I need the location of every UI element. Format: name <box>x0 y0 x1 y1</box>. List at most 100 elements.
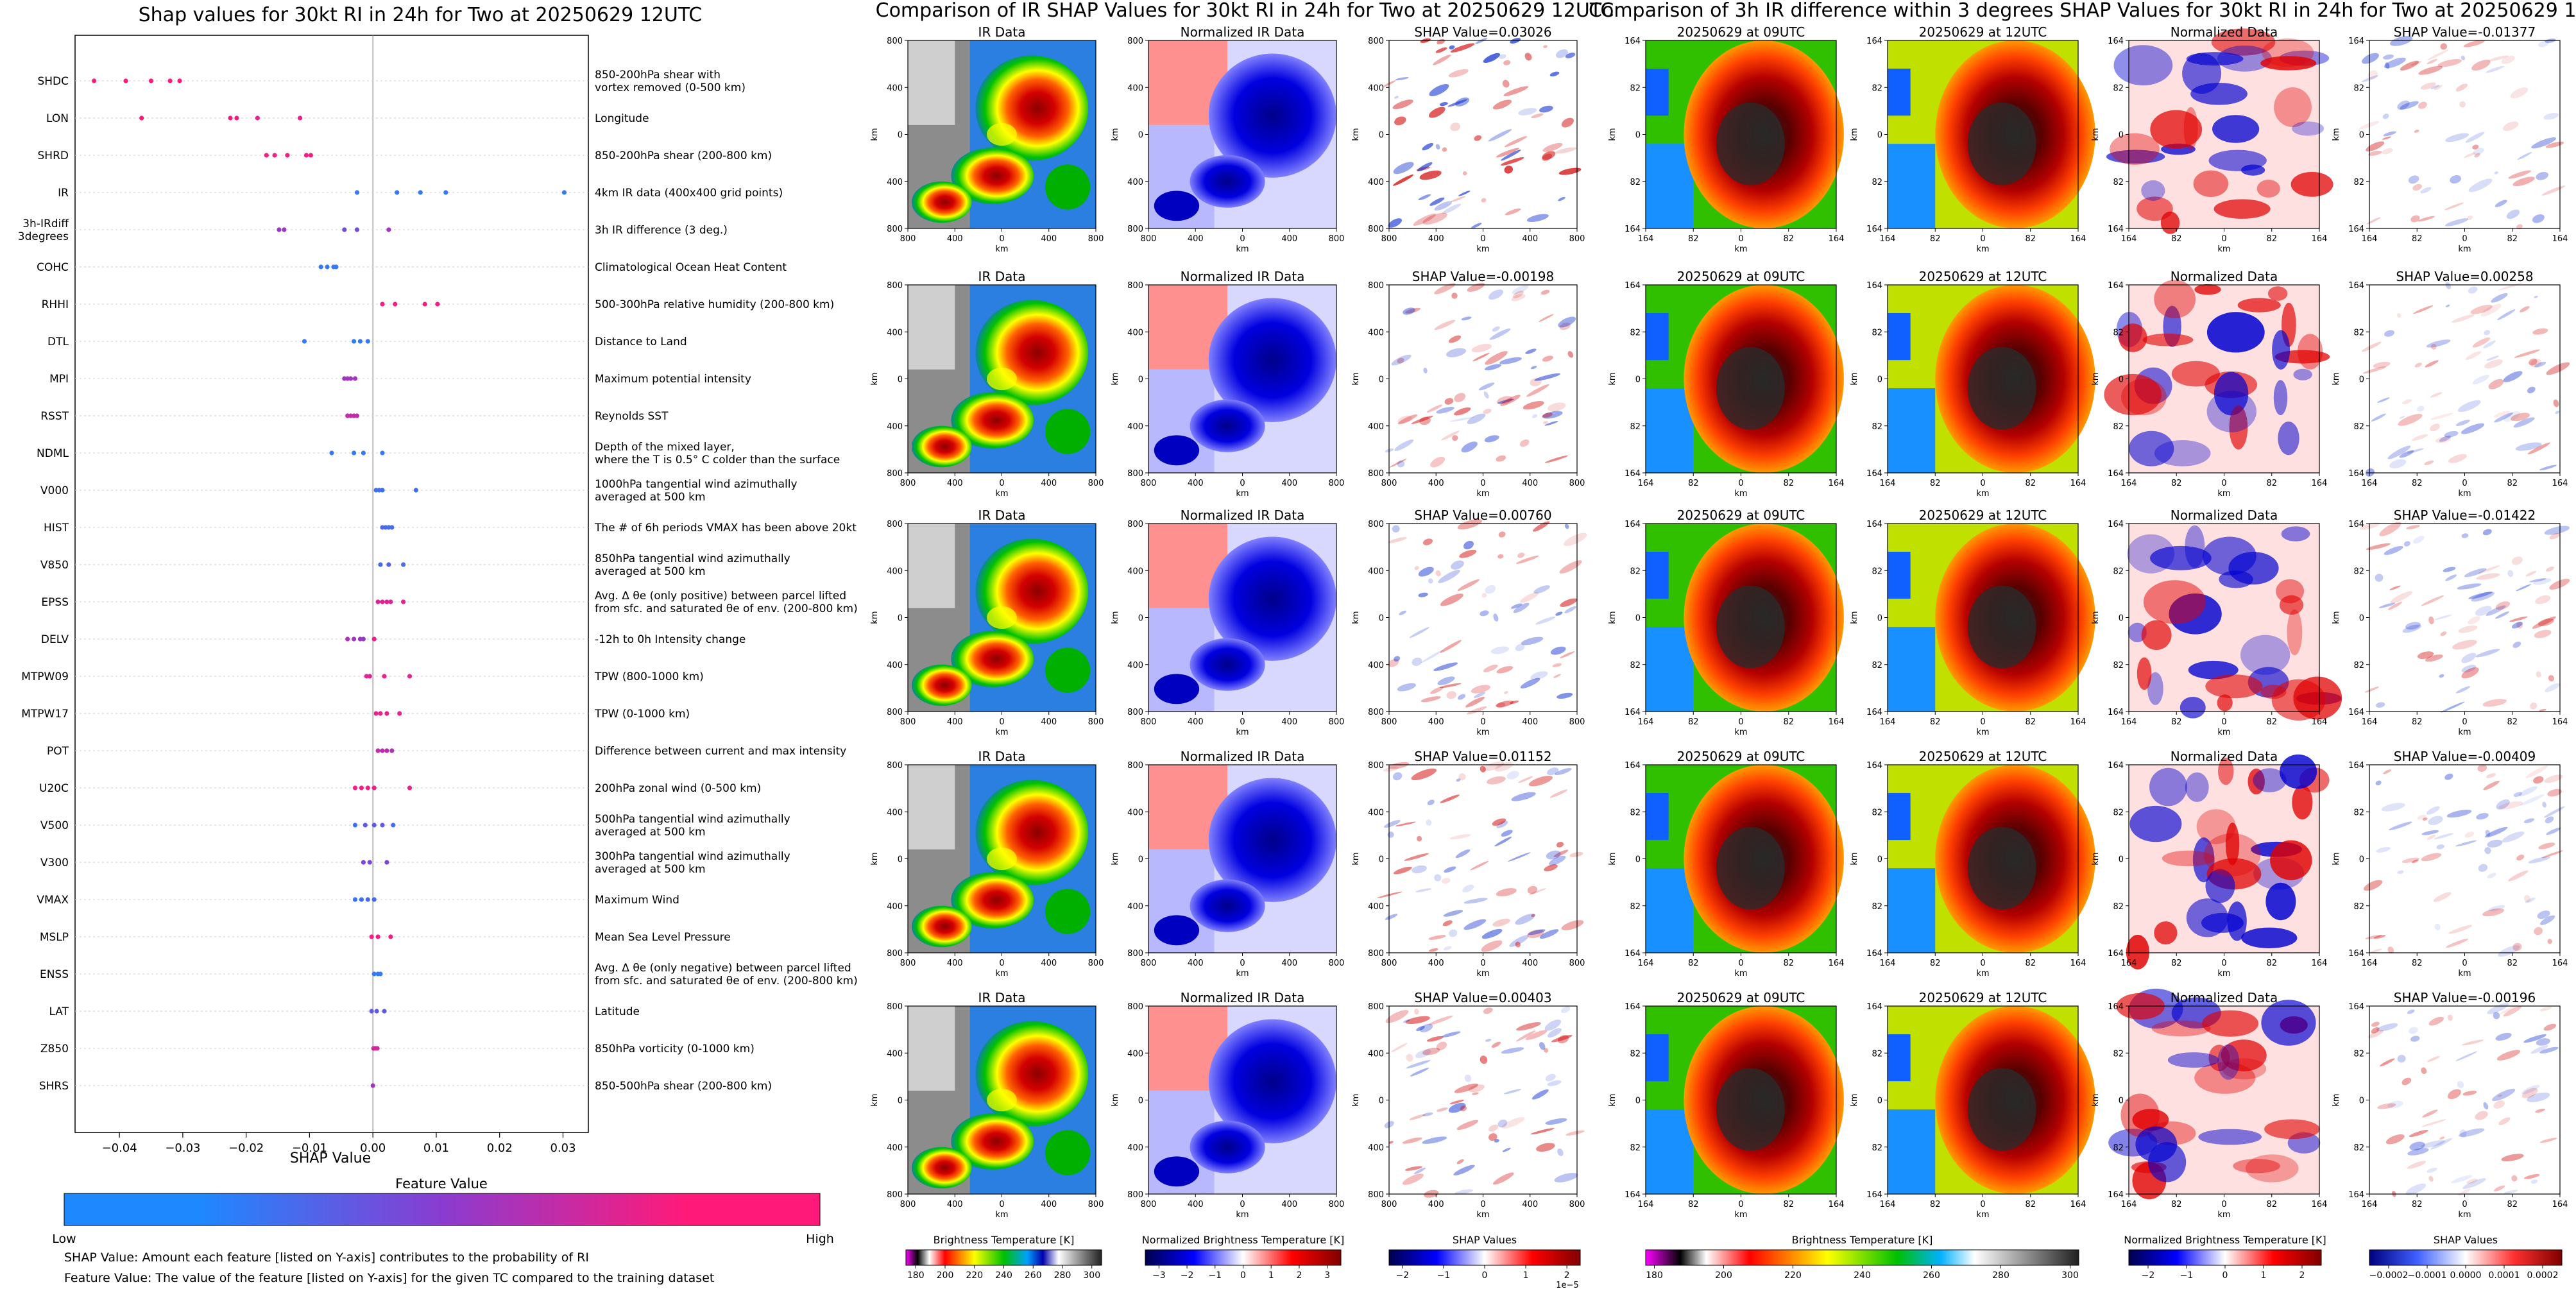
y-tick-label: 0 <box>1379 375 1384 385</box>
y-tick-label: 82 <box>1630 422 1641 432</box>
x-axis-label: km <box>2217 244 2230 254</box>
summary-title: Shap values for 30kt RI in 24h for Two a… <box>139 4 703 26</box>
shap-point <box>380 488 385 493</box>
cell-title: SHAP Value=0.03026 <box>1414 24 1551 40</box>
colorbar <box>2128 1249 2322 1266</box>
colorbar-label: SHAP Values <box>2434 1234 2498 1246</box>
y-tick-label: 400 <box>1368 902 1384 912</box>
x-tick-label: 0.01 <box>423 1141 449 1155</box>
y-tick-label: 800 <box>1368 281 1384 291</box>
shap-point <box>354 413 360 418</box>
x-tick-label: 82 <box>2412 717 2423 727</box>
colorbar-tick-label: 240 <box>995 1270 1012 1281</box>
y-tick-label: 164 <box>1866 1190 1882 1200</box>
y-tick-label: 0 <box>1635 855 1641 865</box>
x-tick-label: 82 <box>1688 717 1699 727</box>
shap-point <box>123 78 128 83</box>
x-axis-label: km <box>1734 244 1747 254</box>
x-tick-label: 0 <box>999 959 1004 968</box>
x-tick-label: 82 <box>2025 1200 2036 1209</box>
normalized-diff-image <box>2108 988 2321 1200</box>
x-axis-label: km <box>2458 969 2471 978</box>
shap-image <box>2361 282 2570 477</box>
y-tick-label: 82 <box>1872 1049 1882 1059</box>
y-tick-label: 800 <box>887 225 903 234</box>
y-axis-label: km <box>1111 128 1120 141</box>
x-tick-label: 0 <box>1480 234 1485 244</box>
x-tick-label: 0 <box>2462 1200 2467 1209</box>
y-tick-label: 82 <box>2113 422 2124 432</box>
shap-point <box>384 748 389 753</box>
x-tick-label: 400 <box>1522 717 1538 727</box>
shap-point <box>386 562 391 567</box>
x-tick-label: 164 <box>2362 1200 2378 1209</box>
y-tick-label: 0 <box>898 614 903 624</box>
cell-title: Normalized IR Data <box>1181 508 1305 523</box>
x-tick-label: 164 <box>1880 234 1896 244</box>
shap-point <box>318 264 323 269</box>
ir-diff-image <box>1646 285 1844 473</box>
feature-name: V500 <box>40 819 69 832</box>
y-tick-label: 164 <box>1625 1190 1641 1200</box>
x-tick-label: 800 <box>1141 479 1157 488</box>
y-tick-label: 800 <box>1127 520 1143 529</box>
y-tick-label: 400 <box>1127 902 1143 912</box>
y-tick-label: 164 <box>2348 225 2364 234</box>
shap-point <box>361 860 366 865</box>
x-tick-label: 164 <box>1829 717 1845 727</box>
colorbar-tick-label: 280 <box>1992 1270 2009 1281</box>
x-tick-label: 82 <box>2266 1200 2277 1209</box>
y-tick-label: 0 <box>1877 855 1882 865</box>
colorbar-label: Brightness Temperature [K] <box>1792 1234 1933 1246</box>
y-tick-label: 82 <box>1630 902 1641 912</box>
colorbar <box>1145 1249 1342 1266</box>
x-axis-label: km <box>1734 1210 1747 1220</box>
feature-description: Maximum potential intensity <box>595 373 751 386</box>
shap-point <box>139 115 144 121</box>
x-axis-label: km <box>1976 1210 1989 1220</box>
x-tick-label: 0 <box>2462 234 2467 244</box>
x-tick-label: 164 <box>2552 479 2568 488</box>
y-tick-label: 0 <box>898 1097 903 1106</box>
x-axis-label: km <box>1236 1210 1249 1220</box>
x-axis-label: km <box>1476 244 1489 254</box>
y-axis-label: km <box>1111 611 1120 624</box>
x-tick-label: 0 <box>999 717 1004 727</box>
shap-point <box>308 153 313 158</box>
x-tick-label: 82 <box>1688 959 1699 968</box>
y-tick-label: 0 <box>2119 131 2124 141</box>
y-tick-label: 0 <box>1635 375 1641 385</box>
y-tick-label: 0 <box>1138 614 1143 624</box>
x-axis-label: km <box>2217 1210 2230 1220</box>
feature-description: Reynolds SST <box>595 410 669 423</box>
cell-title: Normalized IR Data <box>1181 749 1305 764</box>
shap-point <box>384 711 389 716</box>
shap-point <box>413 488 419 493</box>
x-axis-label: km <box>1734 728 1747 737</box>
colorbar-tick-label: −2 <box>1396 1270 1410 1281</box>
shap-point <box>342 227 347 232</box>
feature-name: VMAX <box>37 894 69 907</box>
normalized-ir-image <box>1148 765 1336 953</box>
x-tick-label: 0 <box>999 1200 1004 1209</box>
colorbar-tick-label: 0 <box>2222 1270 2228 1281</box>
y-tick-label: 800 <box>1368 761 1384 771</box>
x-tick-label: 0 <box>1480 479 1485 488</box>
feature-name: RHHI <box>42 298 69 311</box>
x-tick-label: 0 <box>1240 717 1245 727</box>
shap-point <box>148 78 154 83</box>
x-tick-label: 400 <box>1281 479 1297 488</box>
shap-point <box>369 1009 374 1014</box>
feature-description: 850-200hPa shear with vortex removed (0-5… <box>595 69 746 94</box>
y-tick-label: 82 <box>1872 661 1882 670</box>
cell-title: SHAP Value=-0.00196 <box>2394 990 2536 1005</box>
shap-point <box>363 823 368 828</box>
x-tick-label: 82 <box>1930 234 1941 244</box>
y-tick-label: 800 <box>887 1002 903 1012</box>
y-tick-label: 164 <box>2348 281 2364 291</box>
x-tick-label: 400 <box>1041 479 1057 488</box>
shap-point <box>386 227 391 232</box>
feature-name: V300 <box>40 857 69 869</box>
cell-title: IR Data <box>978 24 1026 40</box>
